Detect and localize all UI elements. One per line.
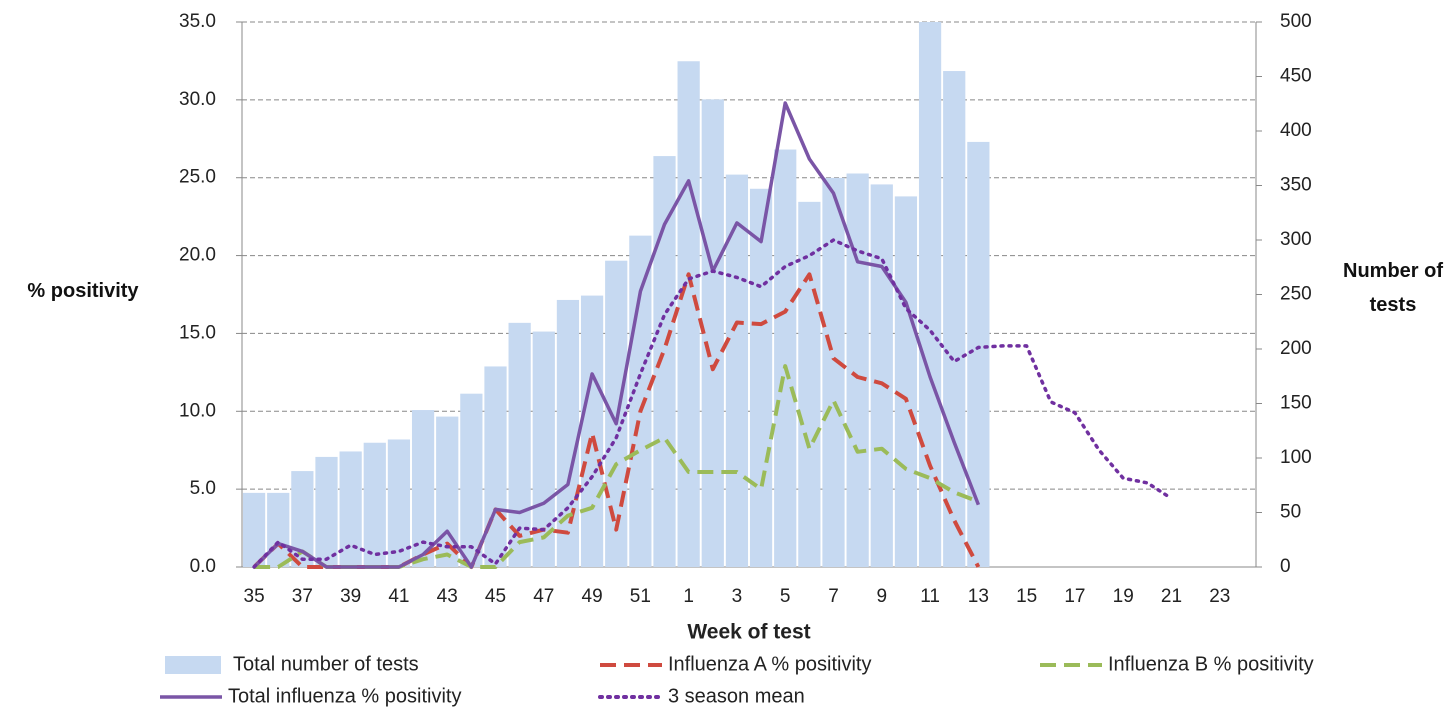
x-axis-title: Week of test [687,621,810,644]
bar [508,322,531,567]
x-tick-label: 43 [437,586,458,607]
y2-tick-label: 350 [1280,175,1312,196]
y-tick-label: 5.0 [190,478,216,499]
y2-tick-label: 450 [1280,66,1312,87]
bar [870,184,893,567]
x-tick-label: 19 [1113,586,1134,607]
bar [967,141,990,567]
x-tick-label: 47 [533,586,554,607]
bar [436,416,459,567]
bar [411,410,435,567]
x-tick-label: 5 [780,586,791,607]
bar [339,451,362,567]
y2-tick-label: 0 [1280,556,1291,577]
legend-label: Total influenza % positivity [228,685,461,707]
bar [242,492,266,567]
bar [460,393,483,567]
x-tick-label: 3 [732,586,743,607]
bar [774,149,797,567]
x-tick-label: 37 [292,586,313,607]
bar [798,201,821,567]
y2-tick-label: 300 [1280,229,1312,250]
y-axis-title: % positivity [27,280,139,302]
bar [846,173,869,567]
y-tick-label: 10.0 [179,400,216,421]
y-tick-label: 35.0 [179,11,216,32]
bar [291,471,314,567]
y-tick-label: 15.0 [179,322,216,343]
x-tick-label: 21 [1161,586,1182,607]
y2-tick-label: 500 [1280,11,1312,32]
y2-tick-label: 50 [1280,502,1301,523]
legend-label: Total number of tests [233,653,419,675]
x-tick-label: 51 [630,586,651,607]
x-tick-label: 7 [828,586,839,607]
y-tick-label: 25.0 [179,167,216,188]
x-tick-label: 39 [340,586,361,607]
bar [725,174,749,567]
bar [532,331,555,567]
bar [701,99,724,567]
legend-label: Influenza B % positivity [1108,653,1314,675]
bar [749,188,773,567]
y2-axis-title: Number of tests [1343,260,1443,316]
bar [894,196,918,567]
bar [484,366,507,567]
bar [387,439,411,567]
x-tick-label: 45 [485,586,506,607]
bar [315,456,338,567]
x-tick-label: 35 [244,586,265,607]
x-tick-label: 23 [1209,586,1230,607]
y-tick-label: 0.0 [190,556,216,577]
y-tick-label: 30.0 [179,89,216,110]
bar [943,71,966,568]
bar [363,442,386,567]
bar [822,177,845,567]
bar [918,22,942,567]
bar [677,61,700,568]
bar [653,156,676,567]
bar [556,299,580,567]
x-tick-label: 1 [683,586,694,607]
x-tick-label: 41 [388,586,409,607]
x-tick-label: 17 [1064,586,1085,607]
bar [580,295,604,567]
legend-label: Influenza A % positivity [668,653,871,675]
x-tick-label: 11 [920,586,940,607]
bar [629,235,652,567]
y-tick-label: 20.0 [179,245,216,266]
line-series [252,238,1174,569]
y2-tick-label: 150 [1280,393,1312,414]
line-series [252,272,981,569]
x-tick-label: 15 [1016,586,1037,607]
x-tick-label: 9 [876,586,887,607]
legend-label: 3 season mean [668,685,805,707]
y2-tick-label: 250 [1280,284,1312,305]
bar [605,260,628,567]
legend-swatch [165,656,221,674]
x-tick-label: 49 [582,586,603,607]
y2-tick-label: 100 [1280,447,1312,468]
y2-tick-label: 400 [1280,120,1312,141]
bar [267,492,290,567]
x-tick-label: 13 [968,586,989,607]
line-series [252,101,981,569]
y2-tick-label: 200 [1280,338,1312,359]
